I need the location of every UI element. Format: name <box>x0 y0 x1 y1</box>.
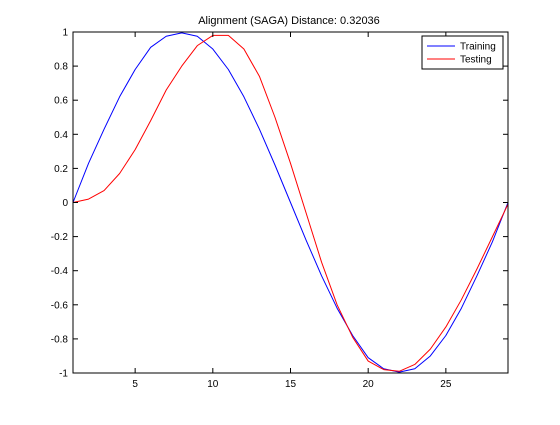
chart-title: Alignment (SAGA) Distance: 0.32036 <box>198 15 380 27</box>
legend-box <box>421 35 504 70</box>
y-tick-label: -0.4 <box>51 266 69 277</box>
y-tick-label: -0.6 <box>51 300 69 311</box>
y-tick-label: 0.4 <box>54 130 68 141</box>
x-tick-label: 5 <box>132 379 138 390</box>
axes: 5 10 15 20 25 -1 -0.8 -0.6 -0.4 -0.2 0 0.2 0.4 0.6 0.8… <box>51 28 509 390</box>
x-tick-label: 20 <box>363 379 375 390</box>
legend-label-testing: Testing <box>460 55 492 66</box>
y-tick-label: 0.8 <box>54 62 68 73</box>
plot-area <box>72 32 509 373</box>
legend-label-training: Training <box>460 42 496 53</box>
y-tick-label: -1 <box>59 369 68 380</box>
y-tick-label: 1 <box>62 28 68 39</box>
y-tick-label: 0.6 <box>54 96 68 107</box>
series-line-training <box>72 32 509 373</box>
y-tick-label: -0.2 <box>51 232 69 243</box>
x-tick-label: 25 <box>440 379 452 390</box>
x-tick-label: 10 <box>207 379 219 390</box>
x-tick-label: 15 <box>285 379 297 390</box>
y-tick-label: 0 <box>62 198 68 209</box>
y-tick-label: 0.2 <box>54 164 68 175</box>
y-tick-label: -0.8 <box>51 334 69 345</box>
legend: Training Testing <box>421 35 504 70</box>
series-line-testing <box>72 34 509 372</box>
